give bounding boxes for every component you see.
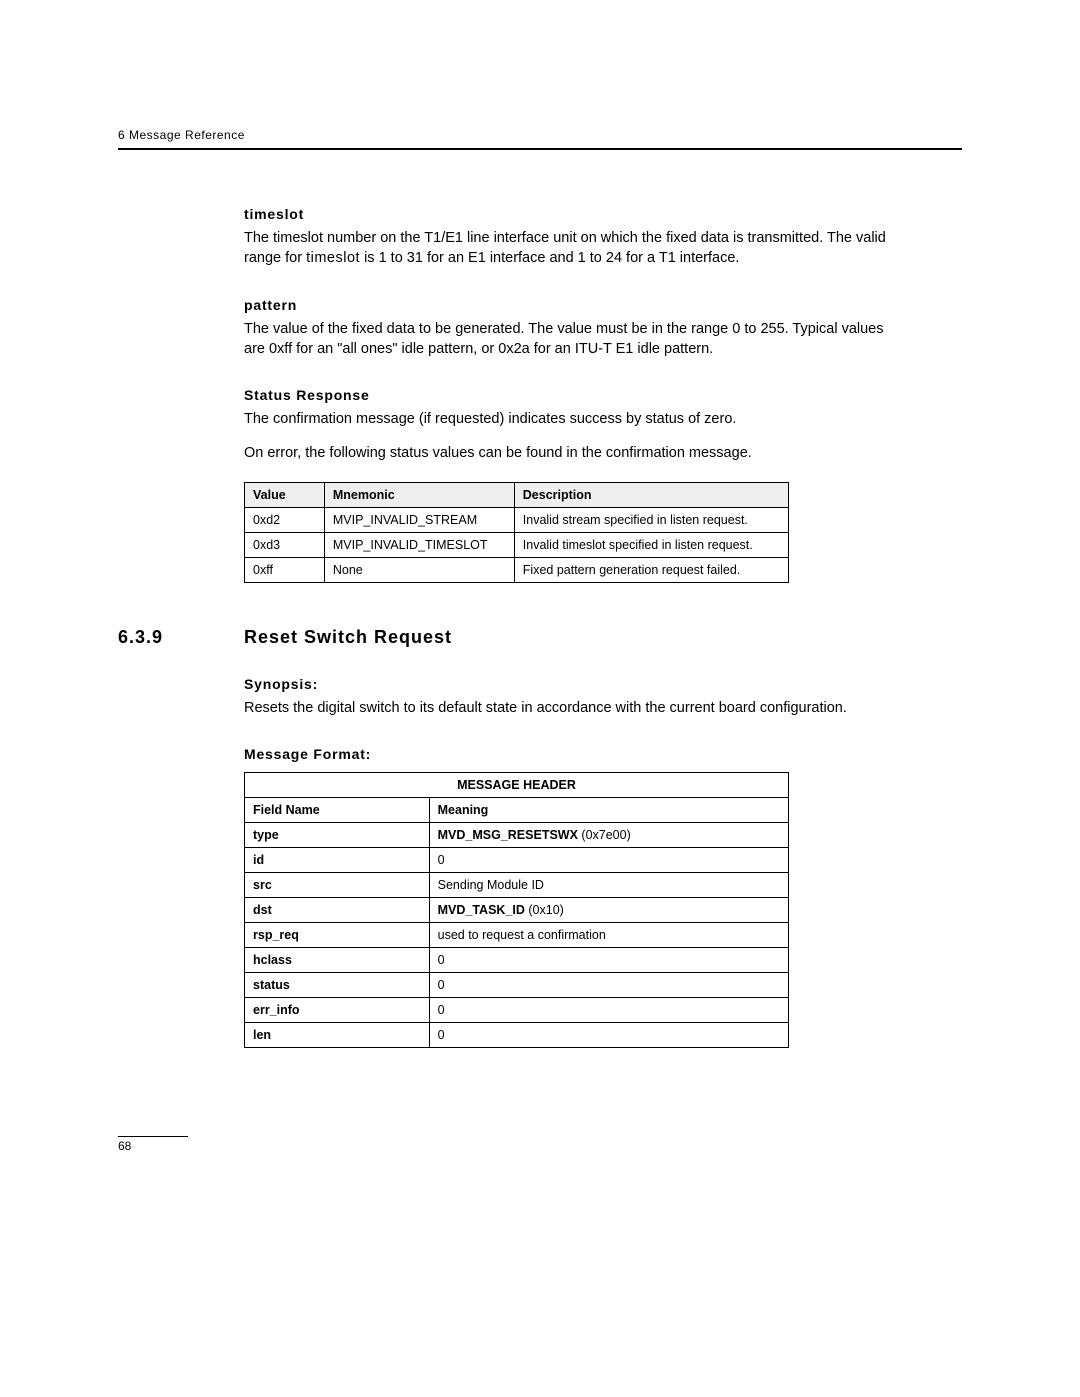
cell-mnemonic: None — [324, 557, 514, 582]
param-pattern-title: pattern — [244, 297, 904, 313]
table-row: 0xd3 MVIP_INVALID_TIMESLOT Invalid times… — [245, 532, 789, 557]
cell-meaning: 0 — [429, 848, 788, 873]
table-row: hclass 0 — [245, 948, 789, 973]
text-bold: MVD_TASK_ID — [438, 903, 525, 917]
status-response-line1: The confirmation message (if requested) … — [244, 409, 904, 429]
cell-field: hclass — [245, 948, 430, 973]
table-row: Field Name Meaning — [245, 798, 789, 823]
message-header-title: MESSAGE HEADER — [245, 773, 789, 798]
page-footer: 68 — [118, 1136, 188, 1153]
cell-meaning: 0 — [429, 973, 788, 998]
table-row: id 0 — [245, 848, 789, 873]
cell-value: 0xd2 — [245, 507, 325, 532]
text-segment: is 1 to 31 for an E1 interface and 1 to … — [360, 250, 739, 266]
cell-field: dst — [245, 898, 430, 923]
col-field-name: Field Name — [245, 798, 430, 823]
table-row: src Sending Module ID — [245, 873, 789, 898]
status-response-line2: On error, the following status values ca… — [244, 443, 904, 463]
cell-mnemonic: MVIP_INVALID_TIMESLOT — [324, 532, 514, 557]
param-timeslot-title: timeslot — [244, 206, 904, 222]
section-heading: 6.3.9 Reset Switch Request — [118, 627, 962, 648]
message-format-label: Message Format: — [244, 746, 904, 762]
cell-meaning: 0 — [429, 948, 788, 973]
chapter-header: 6 Message Reference — [118, 128, 962, 150]
synopsis-label: Synopsis: — [244, 676, 904, 692]
section-title: Reset Switch Request — [244, 627, 452, 648]
cell-meaning: Sending Module ID — [429, 873, 788, 898]
cell-meaning: used to request a confirmation — [429, 923, 788, 948]
text-normal: (0x10) — [525, 903, 564, 917]
cell-field: rsp_req — [245, 923, 430, 948]
cell-meaning: MVD_MSG_RESETSWX (0x7e00) — [429, 823, 788, 848]
table-header-row: Value Mnemonic Description — [245, 482, 789, 507]
cell-description: Fixed pattern generation request failed. — [514, 557, 788, 582]
cell-value: 0xff — [245, 557, 325, 582]
synopsis-text: Resets the digital switch to its default… — [244, 698, 904, 718]
cell-field: len — [245, 1023, 430, 1048]
cell-description: Invalid stream specified in listen reque… — [514, 507, 788, 532]
cell-meaning: 0 — [429, 1023, 788, 1048]
status-response-title: Status Response — [244, 387, 904, 403]
page-number: 68 — [118, 1139, 188, 1153]
text-normal: (0x7e00) — [578, 828, 631, 842]
table-row: 0xff None Fixed pattern generation reque… — [245, 557, 789, 582]
table-row: dst MVD_TASK_ID (0x10) — [245, 898, 789, 923]
col-description: Description — [514, 482, 788, 507]
col-meaning: Meaning — [429, 798, 788, 823]
table-row: 0xd2 MVIP_INVALID_STREAM Invalid stream … — [245, 507, 789, 532]
message-header-table: MESSAGE HEADER Field Name Meaning type M… — [244, 772, 789, 1048]
param-pattern-text: The value of the fixed data to be genera… — [244, 319, 904, 360]
table-row: rsp_req used to request a confirmation — [245, 923, 789, 948]
cell-field: type — [245, 823, 430, 848]
text-bold: MVD_MSG_RESETSWX — [438, 828, 578, 842]
table-row: MESSAGE HEADER — [245, 773, 789, 798]
cell-meaning: MVD_TASK_ID (0x10) — [429, 898, 788, 923]
text-mono: timeslot — [306, 250, 360, 266]
cell-description: Invalid timeslot specified in listen req… — [514, 532, 788, 557]
cell-mnemonic: MVIP_INVALID_STREAM — [324, 507, 514, 532]
cell-meaning: 0 — [429, 998, 788, 1023]
cell-field: id — [245, 848, 430, 873]
table-row: type MVD_MSG_RESETSWX (0x7e00) — [245, 823, 789, 848]
table-row: len 0 — [245, 1023, 789, 1048]
table-row: err_info 0 — [245, 998, 789, 1023]
footer-rule — [118, 1136, 188, 1137]
cell-field: err_info — [245, 998, 430, 1023]
cell-value: 0xd3 — [245, 532, 325, 557]
cell-field: status — [245, 973, 430, 998]
param-timeslot-text: The timeslot number on the T1/E1 line in… — [244, 228, 904, 269]
table-row: status 0 — [245, 973, 789, 998]
status-table: Value Mnemonic Description 0xd2 MVIP_INV… — [244, 482, 789, 583]
section-number: 6.3.9 — [118, 627, 244, 648]
col-value: Value — [245, 482, 325, 507]
cell-field: src — [245, 873, 430, 898]
col-mnemonic: Mnemonic — [324, 482, 514, 507]
